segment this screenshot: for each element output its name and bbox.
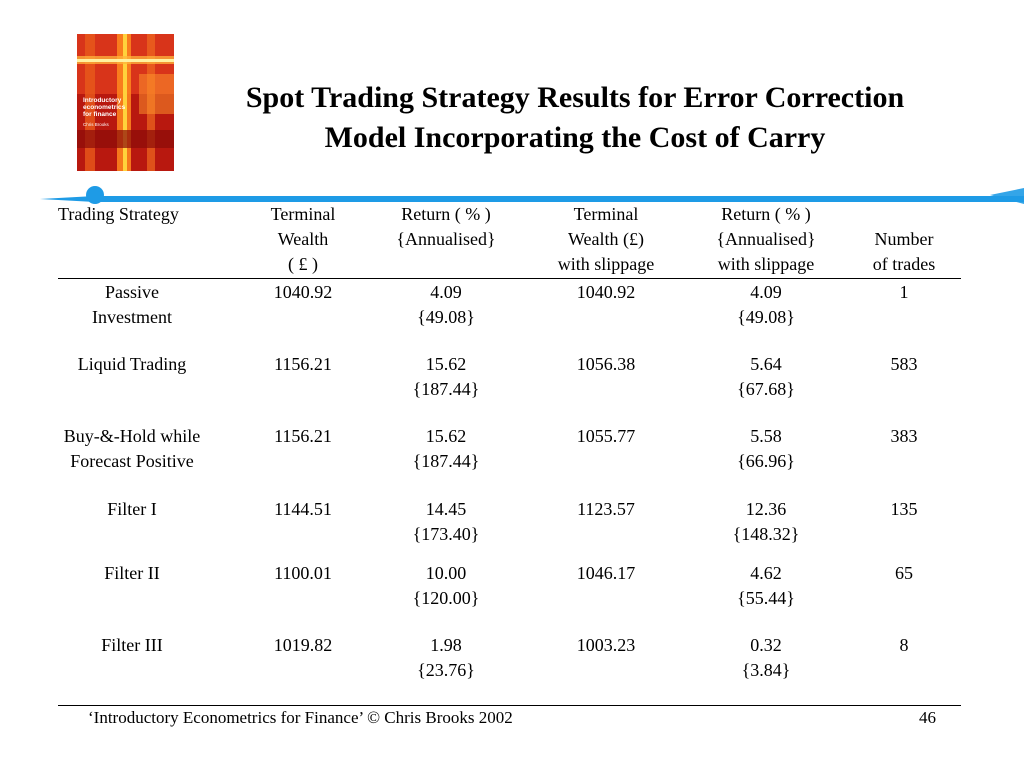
slide-title-line-2: Model Incorporating the Cost of Carry <box>324 121 826 154</box>
cell-terminal-wealth-slippage: 1123.57 <box>577 499 635 519</box>
cell-return: 10.00 {120.00} <box>412 563 480 608</box>
bottom-rule <box>58 705 961 706</box>
cell-return-slippage: 4.62 {55.44} <box>737 563 795 608</box>
cell-strategy: Filter II <box>104 563 160 583</box>
cell-terminal-wealth: 1156.21 <box>274 354 332 374</box>
slide-title: Spot Trading Strategy Results for Error … <box>180 78 970 158</box>
table-row: Filter I 1144.51 14.45 {173.40} 1123.57 12.36… <box>58 497 961 549</box>
cell-terminal-wealth: 1156.21 <box>274 426 332 446</box>
cell-terminal-wealth: 1040.92 <box>273 282 333 302</box>
cover-title: Introductory econometrics for finance <box>83 97 126 118</box>
decorative-blue-rule <box>40 186 1024 204</box>
slide-title-line-1: Spot Trading Strategy Results for Error … <box>245 81 905 114</box>
cell-return-slippage: 12.36 {148.32} <box>732 499 800 544</box>
table-row: Filter II 1100.01 10.00 {120.00} 1046.17 4.62… <box>58 561 961 613</box>
cell-strategy: Filter III <box>101 635 163 655</box>
table-header-row: Trading Strategy Terminal Wealth ( £ ) R… <box>58 202 961 277</box>
page-number: 46 <box>919 708 936 727</box>
cell-return: 15.62 {187.44} <box>412 354 480 399</box>
table-row: Liquid Trading 1156.21 15.62 {187.44} 1056.3… <box>58 352 961 404</box>
header-return: Return ( % ) {Annualised} <box>396 204 496 249</box>
cell-strategy: Liquid Trading <box>77 354 187 374</box>
cell-return-slippage: 5.58 {66.96} <box>737 426 795 471</box>
footer-citation: ‘Introductory Econometrics for Finance’ … <box>88 708 513 727</box>
cell-return-slippage: 5.64 {67.68} <box>737 354 795 399</box>
cell-return: 4.09 {49.08} <box>417 282 475 327</box>
cell-number-of-trades: 583 <box>890 354 918 374</box>
header-terminal-wealth-slippage: Terminal Wealth (£) with slippage <box>557 204 655 274</box>
cell-terminal-wealth-slippage: 1055.77 <box>576 426 636 446</box>
cell-number-of-trades: 8 <box>899 635 909 655</box>
header-number-of-trades: Number of trades <box>872 229 936 274</box>
cell-strategy: Buy-&-Hold while Forecast Positive <box>63 426 201 471</box>
cell-strategy: Filter I <box>107 499 157 519</box>
cell-number-of-trades: 383 <box>890 426 918 446</box>
table-row: Passive Investment 1040.92 4.09 {49.08} 1040.… <box>58 280 961 332</box>
cell-terminal-wealth-slippage: 1003.23 <box>576 635 636 655</box>
cell-terminal-wealth: 1100.01 <box>274 563 332 583</box>
cell-terminal-wealth-slippage: 1040.92 <box>576 282 636 302</box>
cell-strategy: Passive Investment <box>92 282 172 327</box>
table-row: Filter III 1019.82 1.98 {23.76} 1003.23 0.32{… <box>58 633 961 685</box>
cell-terminal-wealth: 1019.82 <box>273 635 333 655</box>
cell-number-of-trades: 1 <box>899 282 909 302</box>
cover-author: Chris Brooks <box>83 122 109 127</box>
cell-terminal-wealth-slippage: 1046.17 <box>576 563 636 583</box>
book-cover-image: Introductory econometrics for finance Ch… <box>77 34 174 171</box>
cell-return: 14.45 {173.40} <box>412 499 480 544</box>
header-return-slippage: Return ( % ) {Annualised} with slippage <box>716 204 816 274</box>
cell-return-slippage: 0.32 {3.84} <box>741 635 791 680</box>
cell-return: 1.98 {23.76} <box>417 635 475 680</box>
cell-number-of-trades: 65 <box>895 563 913 583</box>
cell-return: 15.62 {187.44} <box>412 426 480 471</box>
cell-return-slippage: 4.09 {49.08} <box>737 282 795 327</box>
header-rule <box>58 278 961 279</box>
header-terminal-wealth: Terminal Wealth ( £ ) <box>270 204 336 274</box>
rule-dot-icon <box>86 186 104 204</box>
results-table: Trading Strategy Terminal Wealth ( £ ) R… <box>58 202 961 277</box>
header-trading-strategy: Trading Strategy <box>58 204 179 224</box>
table-row: Buy-&-Hold while Forecast Positive 1156.21… <box>58 424 961 476</box>
cell-number-of-trades: 135 <box>890 499 918 519</box>
cell-terminal-wealth: 1144.51 <box>274 499 332 519</box>
cell-terminal-wealth-slippage: 1056.38 <box>576 354 636 374</box>
